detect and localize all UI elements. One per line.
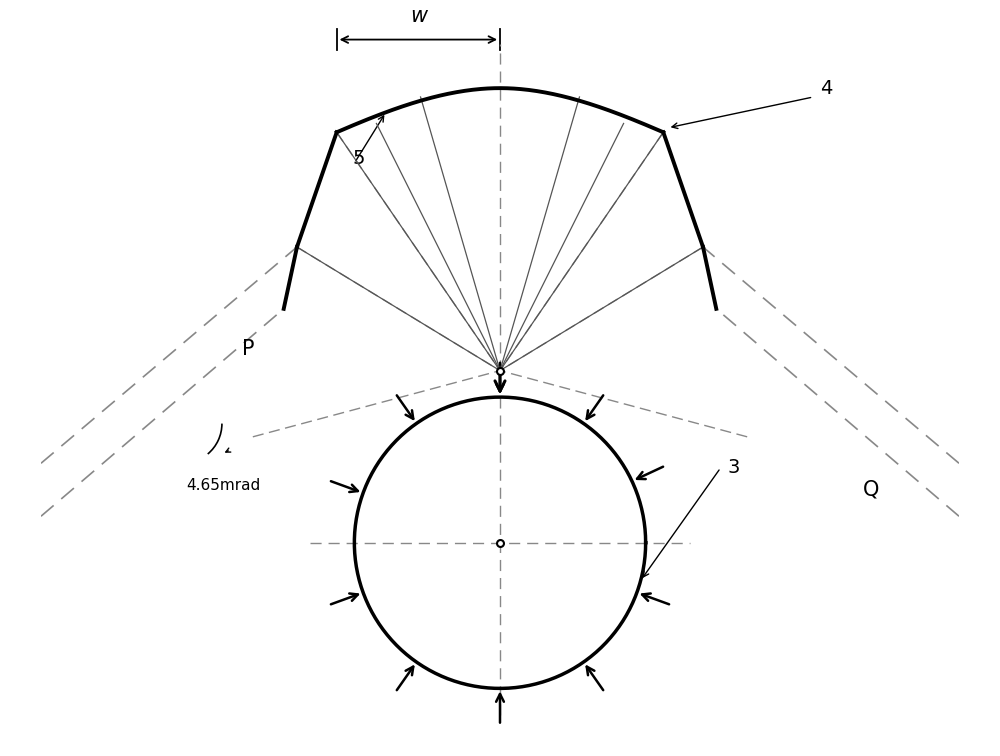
Text: w: w	[410, 6, 427, 26]
Text: P: P	[242, 339, 255, 358]
Text: Q: Q	[863, 480, 879, 500]
Text: 4.65mrad: 4.65mrad	[187, 478, 261, 493]
Text: 3: 3	[728, 458, 740, 477]
Text: 5: 5	[353, 149, 365, 169]
Text: 4: 4	[820, 79, 833, 98]
